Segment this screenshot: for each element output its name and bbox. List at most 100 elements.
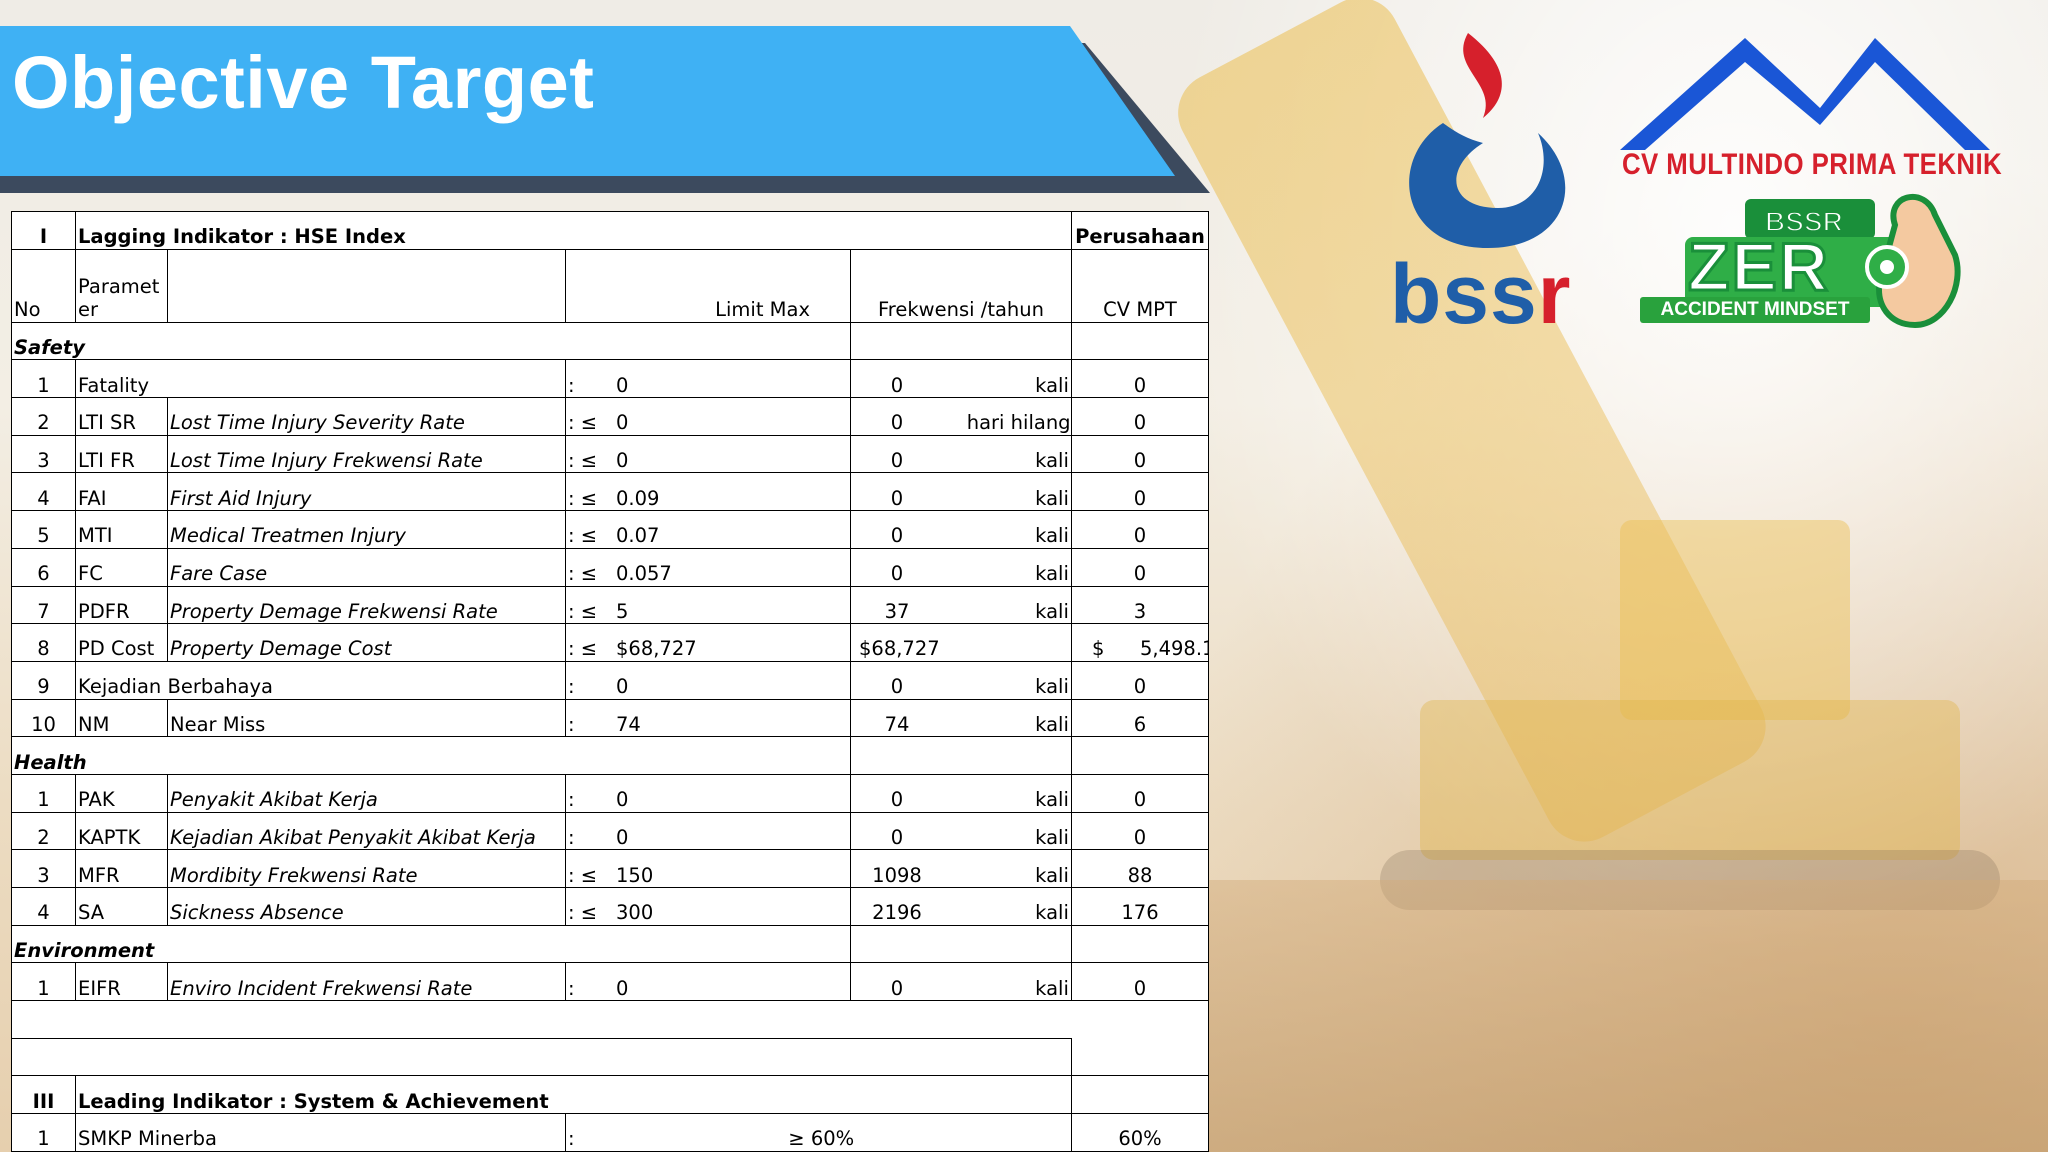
row-parameter: MFR (75, 849, 168, 888)
row-frequency: 0 kali (850, 660, 1072, 700)
row-cv-value: 0 (1071, 359, 1209, 399)
limit-value: 300 (616, 901, 654, 925)
row-frequency: 2196 kali (850, 887, 1072, 926)
row-description: Mordibity Frekwensi Rate (167, 849, 566, 888)
cv-company-name: CV MULTINDO PRIMA TEKNIK (1622, 148, 2003, 181)
col-limit-header: Limit Max (565, 248, 851, 323)
frequency-unit: kali (1035, 788, 1069, 812)
ok-hand-gear-icon (1865, 194, 1961, 329)
table-row: 4 FAI First Aid Injury: ≤0.09 0 kali 0 (11, 472, 1209, 512)
col-frequency-header: Frekwensi /tahun (850, 248, 1072, 323)
row-number: 5 (11, 510, 76, 549)
frequency-value: 0 (890, 524, 904, 548)
leading-title: Leading Indikator : System & Achievement (75, 1075, 1072, 1115)
row-cv-value: 0 (1071, 472, 1209, 512)
bssr-wordmark-r: r (1537, 247, 1572, 341)
table-row: 1 Fatality:0 0 kali 0 (11, 359, 1209, 399)
section-row-environment: Environment (11, 924, 1209, 964)
cv-mountain-logo (1620, 38, 1990, 150)
spacer-cell (1071, 1038, 1209, 1076)
section-row-health: Health (11, 736, 1209, 775)
limit-operator: : (568, 825, 575, 849)
limit-value: 0 (616, 373, 629, 397)
row-limit: : ≤ 0.07 (565, 510, 851, 549)
limit-value: $68,727 (616, 637, 697, 661)
bssr-flame-logo (1409, 33, 1566, 248)
row-number: 2 (11, 811, 76, 851)
limit-operator: : ≤ (568, 562, 598, 586)
row-frequency: 74 kali (850, 698, 1072, 738)
row-description: Enviro Incident Frekwensi Rate (167, 962, 566, 1002)
row-frequency: 0 kali (850, 359, 1072, 399)
zero-badge-word: ZER (1687, 228, 1830, 307)
row-limit: : 74 (565, 698, 851, 738)
column-header-row: No Paramet er Limit Max Frekwensi /tahun CV … (11, 248, 1209, 323)
row-parameter: PD Cost (75, 623, 168, 662)
col-cv-header: CV MPT (1071, 248, 1209, 323)
limit-operator: : ≤ (568, 599, 598, 623)
leading-number: III (11, 1075, 76, 1115)
row-cv-value: 88 (1071, 849, 1209, 888)
frequency-unit: kali (1035, 524, 1069, 548)
frequency-value: 37 (884, 599, 910, 623)
frequency-value: 1098 (872, 863, 922, 887)
currency-symbol: $ (1092, 637, 1105, 661)
row-parameter: PDFR (75, 585, 168, 625)
row-number: 9 (11, 660, 76, 700)
row-cv-value: 0 (1071, 811, 1209, 851)
row-cv-value: $5,498.16 (1071, 623, 1209, 662)
frequency-value: $68,727 (859, 637, 940, 661)
row-cv-value: 0 (1071, 660, 1209, 700)
limit-operator: : ≤ (568, 486, 598, 510)
limit-operator: : (568, 373, 575, 397)
frequency-unit: kali (1035, 486, 1069, 510)
limit-operator: : (568, 675, 575, 699)
section-filler (1071, 321, 1209, 361)
frequency-value: 0 (890, 373, 904, 397)
section-filler (565, 736, 851, 775)
frequency-unit: kali (1035, 449, 1069, 473)
row-frequency: 37 kali (850, 585, 1072, 625)
lagging-title: Lagging Indikator : HSE Index (75, 211, 1072, 250)
frequency-unit: kali (1035, 599, 1069, 623)
row-description: Lost Time Injury Frekwensi Rate (167, 434, 566, 474)
row-number: 7 (11, 585, 76, 625)
row-cv-value: 3 (1071, 585, 1209, 625)
row-description: Penyakit Akibat Kerja (167, 773, 566, 813)
excavator-body-graphic (1420, 700, 1960, 860)
limit-operator: : ≤ (568, 901, 598, 925)
row-parameter: PAK (75, 773, 168, 813)
limit-value: 0.09 (616, 486, 660, 510)
frequency-value: 0 (890, 675, 904, 699)
row-cv-value: 6 (1071, 698, 1209, 738)
row-description: Property Demage Cost (167, 623, 566, 662)
row-target: ≥ 60% (749, 1113, 1072, 1152)
row-description: Medical Treatmen Injury (167, 510, 566, 549)
row-number: 10 (11, 698, 76, 738)
leading-row: 1 SMKP Minerba: ≥ 60% 60% (11, 1113, 1209, 1152)
table-row: 9 Kejadian Berbahaya:0 0 kali 0 (11, 660, 1209, 700)
row-number: 3 (11, 849, 76, 888)
row-description: Lost Time Injury Severity Rate (167, 397, 566, 436)
row-parameter: KAPTK (75, 811, 168, 851)
frequency-unit: kali (1035, 675, 1069, 699)
section-label: Safety (11, 321, 566, 361)
limit-value: 5 (616, 599, 629, 623)
frequency-value: 74 (884, 712, 910, 736)
col-parameter-header: Paramet er (75, 248, 168, 323)
row-parameter: EIFR (75, 962, 168, 1002)
cv-amount: 5,498.16 (1140, 637, 1208, 661)
col-description-header (167, 248, 566, 323)
excavator-cab-graphic (1620, 520, 1850, 720)
limit-value: 0 (616, 788, 629, 812)
lagging-header-row: I Lagging Indikator : HSE Index Perusahaan (11, 211, 1209, 250)
limit-value: 0.057 (616, 562, 672, 586)
frequency-unit: kali (1035, 712, 1069, 736)
frequency-value: 0 (890, 976, 904, 1000)
table-row: 7 PDFR Property Demage Frekwensi Rate: ≤ 5 3… (11, 585, 1209, 625)
row-number: 1 (11, 962, 76, 1002)
row-frequency: 0 hari hilang cidera (850, 397, 1072, 436)
frequency-unit: kali (1035, 863, 1069, 887)
limit-operator: : ≤ (568, 863, 598, 887)
bssr-wordmark: bssr (1390, 252, 1571, 336)
